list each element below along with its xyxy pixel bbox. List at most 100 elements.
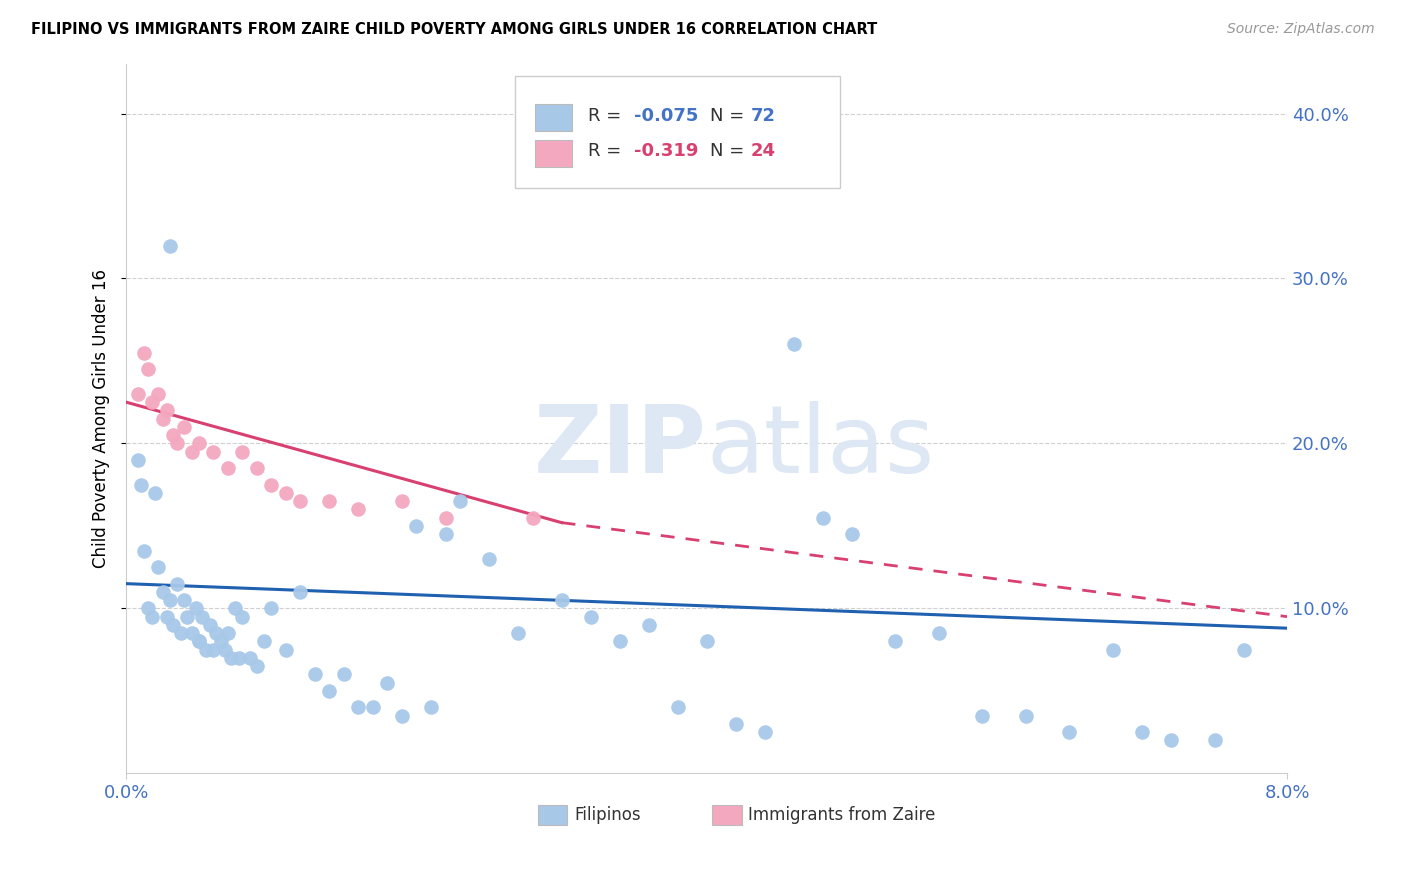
Point: [159, 593, 181, 607]
Point: [202, 444, 225, 458]
Point: [190, 609, 212, 624]
Point: [696, 634, 718, 648]
Text: N =: N =: [710, 107, 751, 125]
Text: 72: 72: [751, 107, 776, 125]
Point: [246, 461, 269, 475]
FancyBboxPatch shape: [515, 76, 841, 188]
Y-axis label: Child Poverty Among Girls Under 16: Child Poverty Among Girls Under 16: [93, 269, 110, 568]
Point: [405, 519, 427, 533]
Text: 24: 24: [751, 143, 776, 161]
Text: Source: ZipAtlas.com: Source: ZipAtlas.com: [1227, 22, 1375, 37]
Point: [478, 552, 501, 566]
Point: [1015, 708, 1038, 723]
Point: [754, 725, 776, 739]
Point: [214, 642, 236, 657]
Point: [159, 238, 181, 252]
Point: [224, 601, 246, 615]
Point: [434, 510, 457, 524]
Point: [180, 444, 202, 458]
Point: [239, 651, 262, 665]
Point: [361, 700, 384, 714]
Point: [811, 510, 834, 524]
Text: R =: R =: [588, 107, 627, 125]
Point: [391, 708, 413, 723]
FancyBboxPatch shape: [713, 805, 741, 825]
Point: [1059, 725, 1081, 739]
Point: [290, 585, 312, 599]
Point: [162, 428, 184, 442]
Point: [1204, 733, 1226, 747]
Text: Immigrants from Zaire: Immigrants from Zaire: [748, 806, 936, 824]
Point: [202, 642, 225, 657]
Point: [318, 684, 340, 698]
Point: [176, 609, 198, 624]
Point: [136, 601, 159, 615]
Text: ZIP: ZIP: [534, 401, 707, 493]
Point: [1130, 725, 1153, 739]
Point: [136, 362, 159, 376]
Point: [347, 700, 370, 714]
Point: [377, 675, 399, 690]
FancyBboxPatch shape: [538, 805, 568, 825]
Point: [391, 494, 413, 508]
Text: N =: N =: [710, 143, 751, 161]
Point: [156, 403, 179, 417]
Point: [231, 444, 253, 458]
Point: [420, 700, 443, 714]
FancyBboxPatch shape: [534, 104, 572, 131]
Point: [187, 634, 209, 648]
Point: [304, 667, 326, 681]
Point: [127, 453, 149, 467]
Point: [148, 560, 170, 574]
Text: -0.319: -0.319: [634, 143, 697, 161]
Point: [522, 510, 544, 524]
Text: FILIPINO VS IMMIGRANTS FROM ZAIRE CHILD POVERTY AMONG GIRLS UNDER 16 CORRELATION: FILIPINO VS IMMIGRANTS FROM ZAIRE CHILD …: [31, 22, 877, 37]
Point: [132, 543, 155, 558]
Point: [195, 642, 218, 657]
Point: [200, 618, 222, 632]
Text: R =: R =: [588, 143, 627, 161]
Point: [187, 634, 209, 648]
Point: [972, 708, 994, 723]
Text: atlas: atlas: [707, 401, 935, 493]
Point: [318, 494, 340, 508]
Point: [1232, 642, 1254, 657]
Point: [1102, 642, 1125, 657]
Point: [148, 387, 170, 401]
Point: [579, 609, 602, 624]
Point: [129, 477, 152, 491]
Point: [1160, 733, 1182, 747]
Point: [449, 494, 471, 508]
Point: [246, 659, 269, 673]
Point: [166, 436, 188, 450]
Point: [141, 395, 163, 409]
Point: [347, 502, 370, 516]
Point: [274, 642, 297, 657]
Point: [143, 486, 166, 500]
Point: [184, 601, 207, 615]
Point: [841, 527, 863, 541]
Point: [783, 337, 806, 351]
Point: [260, 601, 283, 615]
Point: [884, 634, 907, 648]
Point: [274, 486, 297, 500]
Point: [170, 626, 193, 640]
Text: -0.075: -0.075: [634, 107, 697, 125]
Point: [209, 634, 232, 648]
Text: Filipinos: Filipinos: [575, 806, 641, 824]
Point: [434, 527, 457, 541]
Point: [187, 436, 209, 450]
Point: [173, 593, 195, 607]
FancyBboxPatch shape: [534, 140, 572, 167]
Point: [205, 626, 228, 640]
Point: [253, 634, 276, 648]
Point: [928, 626, 950, 640]
Point: [231, 609, 253, 624]
Point: [217, 461, 239, 475]
Point: [333, 667, 356, 681]
Point: [228, 651, 250, 665]
Point: [173, 420, 195, 434]
Point: [550, 593, 572, 607]
Point: [724, 716, 747, 731]
Point: [637, 618, 659, 632]
